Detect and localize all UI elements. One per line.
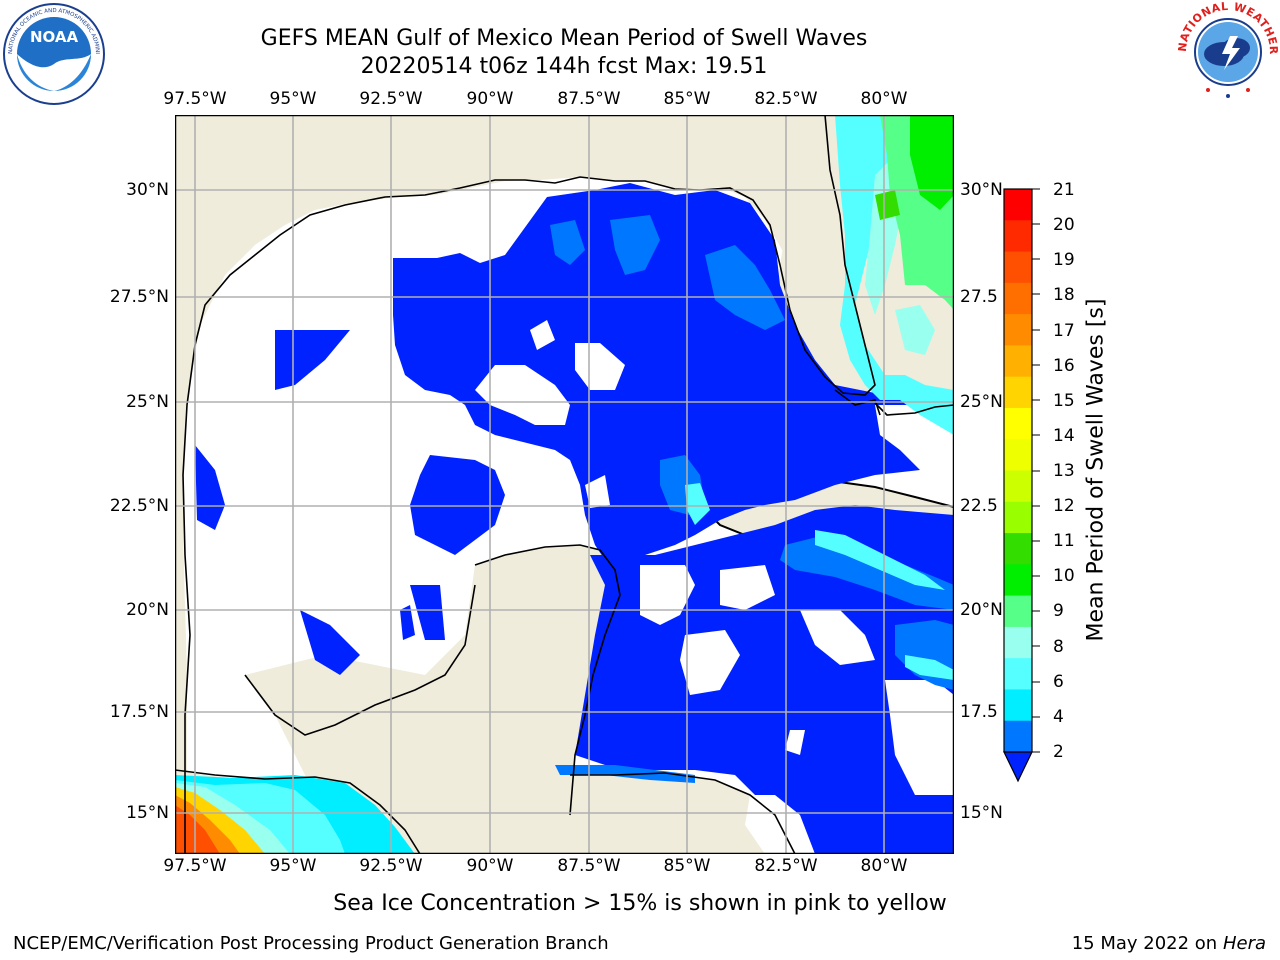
lon-label-top: 97.5°W <box>163 89 227 109</box>
colorbar-tick-label: 14 <box>1053 426 1075 446</box>
colorbar-tick-label: 8 <box>1053 637 1064 657</box>
lat-label-left: 27.5°N <box>109 287 169 307</box>
gridlines <box>175 115 954 854</box>
yucatan-land <box>245 545 620 854</box>
noaa-logo: NOAA NATIONAL OCEANIC AND ATMOSPHERIC AD… <box>2 2 105 105</box>
nws-logo: NATIONAL WEATHER SERVICE <box>1178 2 1278 100</box>
lon-label-top: 95°W <box>269 89 317 109</box>
colorbar-segment <box>1004 689 1032 722</box>
colorbar-tick-label: 17 <box>1053 321 1075 341</box>
colorbar-segment <box>1004 439 1032 472</box>
colorbar-tick-label: 15 <box>1053 391 1075 411</box>
colorbar-segment <box>1004 595 1032 628</box>
lat-label-right: 30°N <box>960 180 1003 200</box>
lat-label-left: 25°N <box>126 392 169 412</box>
colorbar-segment <box>1004 282 1032 315</box>
footer-date: 15 May 2022 on Hera <box>1072 933 1266 954</box>
colorbar-tick-label: 16 <box>1053 356 1075 376</box>
colorbar-segment <box>1004 407 1032 440</box>
colorbar-segment <box>1004 189 1032 221</box>
no-data-patches <box>475 320 954 854</box>
lat-label-right: 20°N <box>960 600 1003 620</box>
colorbar-segments <box>1004 189 1032 753</box>
map-panel <box>175 115 954 854</box>
pacific-swell-corner <box>175 770 425 854</box>
lat-label-right: 17.5 <box>960 702 998 722</box>
noaa-logo-text: NOAA <box>30 28 79 46</box>
map-subtitle: 20220514 t06z 144h fcst Max: 19.51 <box>360 54 768 79</box>
colorbar-tick-label: 13 <box>1053 461 1075 481</box>
swell-field-9-12s <box>875 115 954 310</box>
footer-date-text: 15 May 2022 on <box>1071 933 1218 954</box>
colorbar-tick-label: 2 <box>1053 742 1064 762</box>
lon-label-bottom: 90°W <box>466 856 514 876</box>
lat-label-right: 22.5 <box>960 496 998 516</box>
colorbar-tick-label: 11 <box>1053 531 1075 551</box>
colorbar-segment <box>1004 345 1032 378</box>
colorbar-tick-label: 18 <box>1053 285 1075 305</box>
lat-label-left: 22.5°N <box>109 496 169 516</box>
lon-label-top: 85°W <box>663 89 711 109</box>
coastlines <box>175 115 954 854</box>
swell-field-6-8s <box>685 115 954 680</box>
lon-label-bottom: 85°W <box>663 856 711 876</box>
lon-label-bottom: 87.5°W <box>557 856 621 876</box>
colorbar-tick-label: 6 <box>1053 672 1064 692</box>
colorbar-segment <box>1004 626 1032 659</box>
colorbar-segment <box>1004 533 1032 565</box>
lat-label-left: 20°N <box>126 600 169 620</box>
lat-label-left: 30°N <box>126 180 169 200</box>
colorbar-tick-label: 21 <box>1053 180 1075 200</box>
colorbar-segment <box>1004 501 1032 534</box>
lat-label-right: 27.5 <box>960 287 998 307</box>
lat-label-left: 15°N <box>126 803 169 823</box>
colorbar-tick-label: 19 <box>1053 250 1075 270</box>
colorbar-tick-label: 12 <box>1053 496 1075 516</box>
lon-label-bottom: 82.5°W <box>754 856 818 876</box>
colorbar-extend-triangle <box>1003 751 1033 783</box>
colorbar-tick-label: 20 <box>1053 215 1075 235</box>
colorbar-segment <box>1004 564 1032 597</box>
colorbar-segment <box>1004 251 1032 284</box>
colorbar-segment <box>1004 376 1032 409</box>
colorbar-segment <box>1004 314 1032 346</box>
footer-host: Hera <box>1222 933 1266 954</box>
colorbar-segment <box>1004 720 1032 753</box>
colorbar-tick-label: 4 <box>1053 707 1064 727</box>
colorbar <box>1003 188 1040 783</box>
map-title: GEFS MEAN Gulf of Mexico Mean Period of … <box>260 26 868 51</box>
colorbar-segment <box>1004 220 1032 253</box>
colorbar-label: Mean Period of Swell Waves [s] <box>1083 298 1109 642</box>
lon-label-top: 82.5°W <box>754 89 818 109</box>
colorbar-segment <box>1004 470 1032 503</box>
lon-label-bottom: 95°W <box>269 856 317 876</box>
lat-label-left: 17.5°N <box>109 702 169 722</box>
lat-label-right: 25°N <box>960 392 1003 412</box>
colorbar-tick-label: 10 <box>1053 566 1075 586</box>
honduras-land <box>565 765 795 854</box>
lon-label-top: 92.5°W <box>359 89 423 109</box>
map-frame <box>175 115 954 854</box>
sea-ice-note: Sea Ice Concentration > 15% is shown in … <box>333 891 947 916</box>
lon-label-top: 87.5°W <box>557 89 621 109</box>
footer-credit: NCEP/EMC/Verification Post Processing Pr… <box>13 933 609 954</box>
lat-label-right: 15°N <box>960 803 1003 823</box>
lon-label-bottom: 97.5°W <box>163 856 227 876</box>
colorbar-tick-label: 9 <box>1053 601 1064 621</box>
colorbar-segment <box>1004 658 1032 691</box>
lon-label-top: 80°W <box>860 89 908 109</box>
lon-label-bottom: 80°W <box>860 856 908 876</box>
lon-label-bottom: 92.5°W <box>359 856 423 876</box>
lon-label-top: 90°W <box>466 89 514 109</box>
